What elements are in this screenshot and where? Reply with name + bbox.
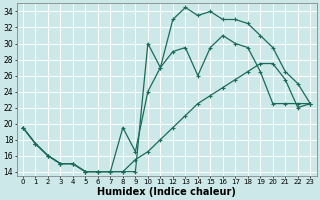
X-axis label: Humidex (Indice chaleur): Humidex (Indice chaleur)	[97, 187, 236, 197]
